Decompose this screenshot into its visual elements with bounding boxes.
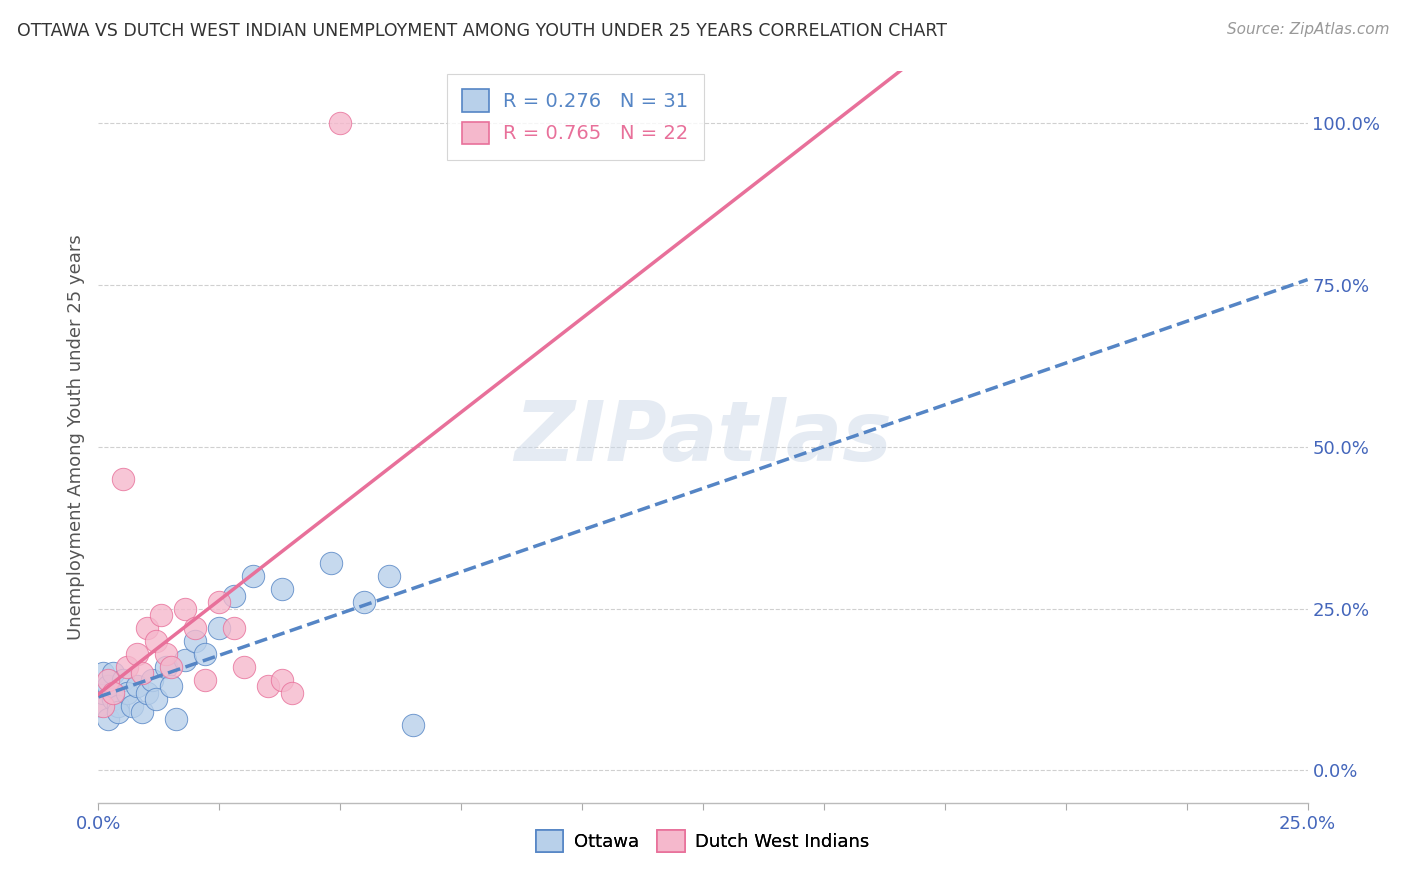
Point [174,601,197,615]
Point [121,698,143,713]
Point [184,621,207,635]
Point [281,686,304,700]
Point [135,686,157,700]
Point [127,679,149,693]
Point [184,634,207,648]
Point [329,116,352,130]
Point [160,660,183,674]
Point [377,569,399,583]
Point [174,653,197,667]
Point [232,660,254,674]
Point [208,595,231,609]
Point [91,686,114,700]
Point [155,660,177,674]
Point [87,698,110,713]
Point [319,557,342,571]
Point [101,686,124,700]
Point [141,673,163,687]
Point [145,692,167,706]
Point [91,698,114,713]
Point [222,621,245,635]
Point [117,686,139,700]
Legend: Ottawa, Dutch West Indians: Ottawa, Dutch West Indians [529,823,877,860]
Point [91,666,114,681]
Point [155,647,177,661]
Point [131,666,153,681]
Text: ZIPatlas: ZIPatlas [515,397,891,477]
Point [208,621,231,635]
Point [97,679,120,693]
Point [271,582,294,597]
Point [135,621,157,635]
Point [353,595,375,609]
Point [271,673,294,687]
Point [165,712,187,726]
Point [145,634,167,648]
Point [256,679,278,693]
Point [150,608,173,623]
Point [160,679,183,693]
Point [107,698,129,713]
Point [97,673,120,687]
Point [131,705,153,719]
Text: Source: ZipAtlas.com: Source: ZipAtlas.com [1226,22,1389,37]
Point [97,712,120,726]
Point [127,647,149,661]
Point [111,472,134,486]
Y-axis label: Unemployment Among Youth under 25 years: Unemployment Among Youth under 25 years [66,235,84,640]
Point [117,660,139,674]
Point [101,666,124,681]
Point [101,692,124,706]
Point [194,673,217,687]
Point [222,589,245,603]
Point [242,569,264,583]
Point [194,647,217,661]
Text: OTTAWA VS DUTCH WEST INDIAN UNEMPLOYMENT AMONG YOUTH UNDER 25 YEARS CORRELATION : OTTAWA VS DUTCH WEST INDIAN UNEMPLOYMENT… [17,22,946,40]
Point [111,673,134,687]
Point [402,718,425,732]
Point [107,705,129,719]
